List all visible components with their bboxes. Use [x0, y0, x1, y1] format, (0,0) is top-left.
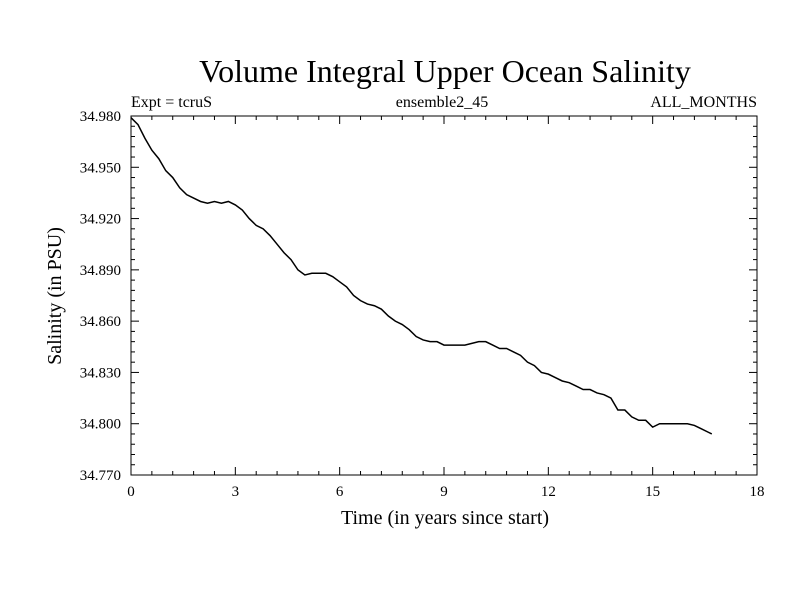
- y-axis-label: Salinity (in PSU): [44, 227, 66, 365]
- y-tick-label: 34.830: [80, 365, 121, 381]
- x-tick-label: 15: [645, 484, 660, 500]
- ensemble-label: ensemble2_45: [396, 94, 488, 111]
- x-tick-label: 12: [541, 484, 556, 500]
- x-axis-label: Time (in years since start): [341, 507, 549, 529]
- y-tick-label: 34.950: [80, 160, 121, 176]
- y-tick-label: 34.890: [80, 263, 121, 279]
- y-tick-label: 34.920: [80, 212, 121, 228]
- y-tick-label: 34.980: [80, 109, 121, 125]
- x-axis-tick-labels: 0 3 6 9 12 15 18: [127, 484, 764, 500]
- y-tick-label: 34.770: [80, 468, 121, 484]
- chart-title: Volume Integral Upper Ocean Salinity: [199, 53, 691, 89]
- x-tick-label: 3: [232, 484, 240, 500]
- experiment-label: Expt = tcruS: [131, 94, 212, 111]
- months-label: ALL_MONTHS: [650, 94, 757, 111]
- salinity-series-line: [130, 117, 713, 435]
- plot-frame: [130, 115, 758, 476]
- y-tick-label: 34.800: [80, 417, 121, 433]
- x-tick-label: 0: [127, 484, 135, 500]
- x-tick-label: 18: [750, 484, 765, 500]
- x-tick-label: 9: [440, 484, 448, 500]
- x-tick-label: 6: [336, 484, 344, 500]
- x-axis-ticks: [130, 116, 758, 475]
- y-tick-label: 34.860: [80, 314, 121, 330]
- y-axis-tick-labels: 34.770 34.800 34.830 34.860 34.890 34.920 34.9…: [80, 109, 121, 484]
- y-axis-ticks: [131, 115, 757, 476]
